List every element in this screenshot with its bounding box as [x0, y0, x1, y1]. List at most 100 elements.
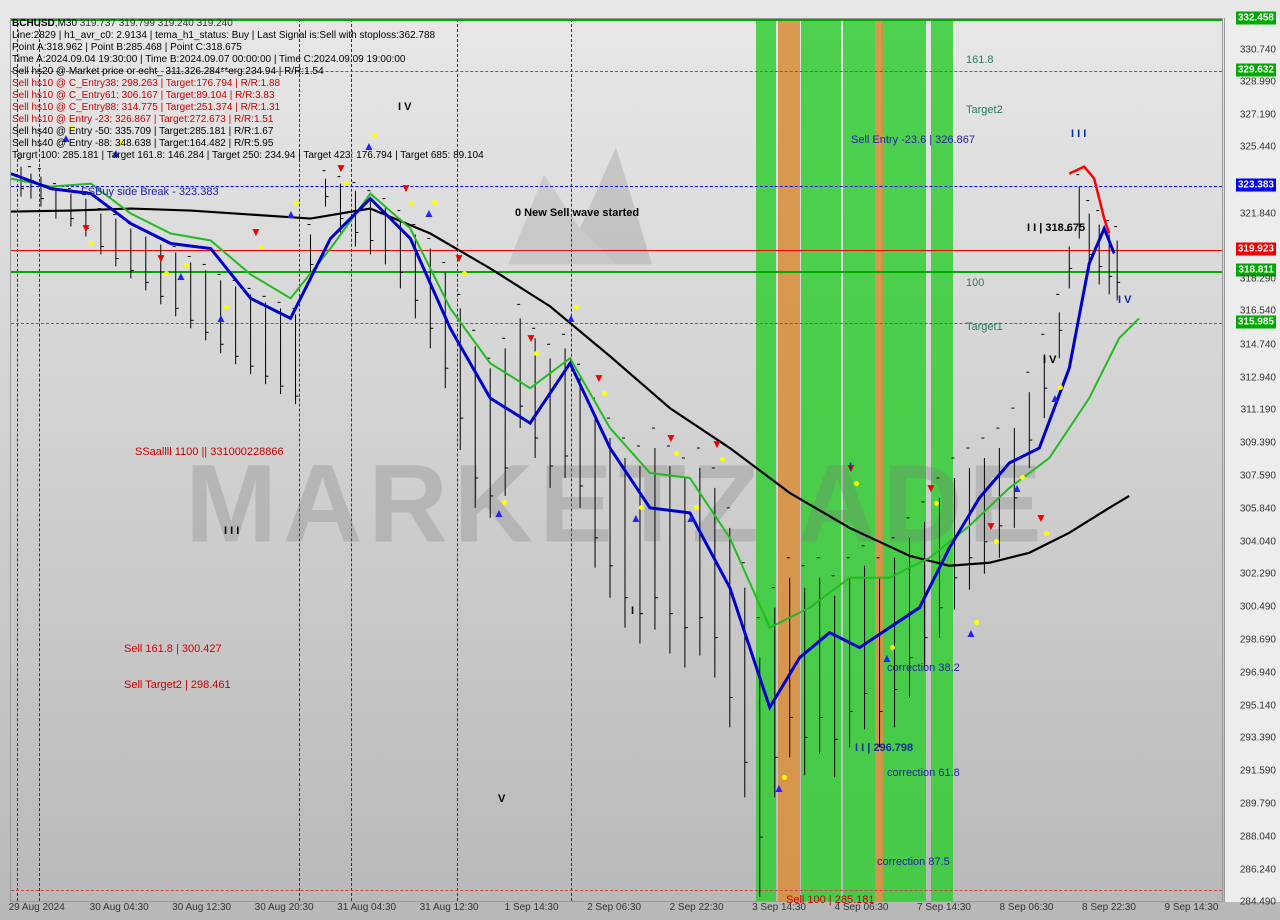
chart-annotation: 0 New Sell wave started — [515, 207, 639, 219]
chart-annotation: I V — [1043, 354, 1056, 366]
y-tick-label: 323.383 — [1236, 179, 1276, 192]
y-tick-label: 305.840 — [1240, 503, 1276, 514]
chart-annotation: correction 38.2 — [887, 662, 960, 674]
watermark-text: MARKETZ ADE — [185, 441, 1047, 568]
chart-annotation: Target2 — [966, 104, 1003, 116]
y-tick-label: 315.985 — [1236, 315, 1276, 328]
y-tick-label: 319.923 — [1236, 243, 1276, 256]
sell-arrow-icon: ▼ — [711, 437, 723, 451]
chart-annotation: I — [631, 605, 634, 617]
y-tick-label: 330.740 — [1240, 44, 1276, 55]
sell-arrow-icon: ▼ — [925, 481, 937, 495]
y-tick-label: 286.240 — [1240, 864, 1276, 875]
x-tick-label: 9 Sep 14:30 — [1164, 902, 1218, 913]
sell-arrow-icon: ▼ — [250, 225, 262, 239]
x-tick-label: 1 Sep 14:30 — [505, 902, 559, 913]
info-line: Line:2829 | h1_avr_c0: 2.9134 | tema_h1_… — [12, 30, 484, 42]
chart-annotation: Sell Entry -23.6 | 326.867 — [851, 134, 975, 146]
buy-arrow-icon: ▲ — [565, 311, 577, 325]
y-tick-label: 302.290 — [1240, 568, 1276, 579]
y-tick-label: 293.390 — [1240, 732, 1276, 743]
y-tick-label: 291.590 — [1240, 766, 1276, 777]
y-tick-label: 295.140 — [1240, 700, 1276, 711]
x-tick-label: 29 Aug 2024 — [9, 902, 65, 913]
y-tick-label: 329.632 — [1236, 64, 1276, 77]
buy-arrow-icon: ▲ — [965, 626, 977, 640]
chart-annotation: 100 — [966, 277, 984, 289]
chart-annotation: I I | 318.675 — [1027, 222, 1085, 234]
y-tick-label: 288.040 — [1240, 831, 1276, 842]
y-axis-price-scale[interactable]: 332.458330.740329.632328.990327.190325.4… — [1224, 18, 1280, 902]
y-tick-label: 327.190 — [1240, 110, 1276, 121]
info-line: Sell hs40 @ Entry -50: 335.709 | Target:… — [12, 126, 484, 138]
y-tick-label: 304.040 — [1240, 536, 1276, 547]
sell-arrow-icon: ▼ — [665, 431, 677, 445]
y-tick-label: 307.590 — [1240, 471, 1276, 482]
sell-arrow-icon: ▼ — [335, 161, 347, 175]
y-tick-label: 321.840 — [1240, 208, 1276, 219]
chart-annotation: correction 61.8 — [887, 767, 960, 779]
chart-header: BCHUSD,M30 319.737 319.799 319.240 319.2… — [12, 18, 484, 30]
x-tick-label: 8 Sep 06:30 — [1000, 902, 1054, 913]
sell-arrow-icon: ▼ — [80, 221, 92, 235]
buy-arrow-icon: ▲ — [1049, 391, 1061, 405]
x-tick-label: 30 Aug 04:30 — [90, 902, 149, 913]
chart-annotation: Sell 100 | 285.181 — [786, 894, 874, 906]
x-tick-label: 2 Sep 06:30 — [587, 902, 641, 913]
info-line: Sell hs10 @ C_Entry88: 314.775 | Target:… — [12, 102, 484, 114]
y-tick-label: 296.940 — [1240, 667, 1276, 678]
sell-arrow-icon: ▼ — [985, 519, 997, 533]
info-line: Time A:2024.09.04 19:30:00 | Time B:2024… — [12, 54, 484, 66]
x-tick-label: 31 Aug 12:30 — [420, 902, 479, 913]
sell-arrow-icon: ▼ — [593, 371, 605, 385]
y-tick-label: 298.690 — [1240, 635, 1276, 646]
buy-arrow-icon: ▲ — [423, 206, 435, 220]
chart-annotation: I — [849, 461, 852, 473]
y-tick-label: 332.458 — [1236, 12, 1276, 25]
x-axis-time-scale[interactable]: 29 Aug 2024 30 Aug 04:30 30 Aug 12:30 30 Au… — [10, 902, 1223, 916]
sell-arrow-icon: ▼ — [1035, 511, 1047, 525]
info-line: Sell hs10 @ C_Entry61: 306.167 | Target:… — [12, 90, 484, 102]
y-tick-label: 312.940 — [1240, 372, 1276, 383]
sell-arrow-icon: ▼ — [525, 331, 537, 345]
info-line: Targrt 100: 285.181 | Target 161.8: 146.… — [12, 150, 484, 162]
y-tick-label: 325.440 — [1240, 142, 1276, 153]
x-tick-label: 30 Aug 12:30 — [172, 902, 231, 913]
info-line: Sell hs10 @ Entry -23: 326.867 | Target:… — [12, 114, 484, 126]
chart-annotation: SSaallll 1100 || 331000228866 — [135, 446, 284, 458]
chart-annotation: correction 87.5 — [877, 856, 950, 868]
y-tick-label: 328.990 — [1240, 76, 1276, 87]
x-tick-label: 7 Sep 14:30 — [917, 902, 971, 913]
info-line: Point A:318.962 | Point B:285.468 | Poin… — [12, 42, 484, 54]
chart-annotation: V — [498, 793, 505, 805]
sell-arrow-icon: ▼ — [400, 181, 412, 195]
y-tick-label: 309.390 — [1240, 438, 1276, 449]
buy-arrow-icon: ▲ — [285, 207, 297, 221]
x-tick-label: 2 Sep 22:30 — [670, 902, 724, 913]
chart-annotation: Sell Target2 | 298.461 — [124, 679, 231, 691]
info-line: Sell hs40 @ Entry -88: 348.638 | Target:… — [12, 138, 484, 150]
chart-annotation: FSBuy side Break - 323.383 — [81, 186, 219, 198]
chart-annotation: I I | 296.798 — [855, 742, 913, 754]
chart-annotation: Target1 — [966, 321, 1003, 333]
info-line: Sell hs20 @ Market price or echt_ 311.32… — [12, 66, 484, 78]
x-tick-label: 31 Aug 04:30 — [337, 902, 396, 913]
y-tick-label: 318.290 — [1240, 274, 1276, 285]
buy-arrow-icon: ▲ — [1011, 481, 1023, 495]
chart-annotation: 161.8 — [966, 54, 994, 66]
chart-annotation: I I I — [224, 525, 239, 537]
buy-arrow-icon: ▲ — [773, 781, 785, 795]
info-line: Sell hs10 @ C_Entry38: 298.263 | Target:… — [12, 78, 484, 90]
sell-arrow-icon: ▼ — [155, 251, 167, 265]
buy-arrow-icon: ▲ — [175, 269, 187, 283]
x-tick-label: 8 Sep 22:30 — [1082, 902, 1136, 913]
buy-arrow-icon: ▲ — [630, 511, 642, 525]
y-tick-label: 311.190 — [1241, 404, 1276, 415]
info-overlay: BCHUSD,M30 319.737 319.799 319.240 319.2… — [12, 18, 484, 162]
chart-annotation: I I I — [1071, 128, 1086, 140]
y-tick-label: 289.790 — [1240, 799, 1276, 810]
x-tick-label: 30 Aug 20:30 — [255, 902, 314, 913]
y-tick-label: 314.740 — [1240, 339, 1276, 350]
buy-arrow-icon: ▲ — [215, 311, 227, 325]
buy-arrow-icon: ▲ — [493, 506, 505, 520]
